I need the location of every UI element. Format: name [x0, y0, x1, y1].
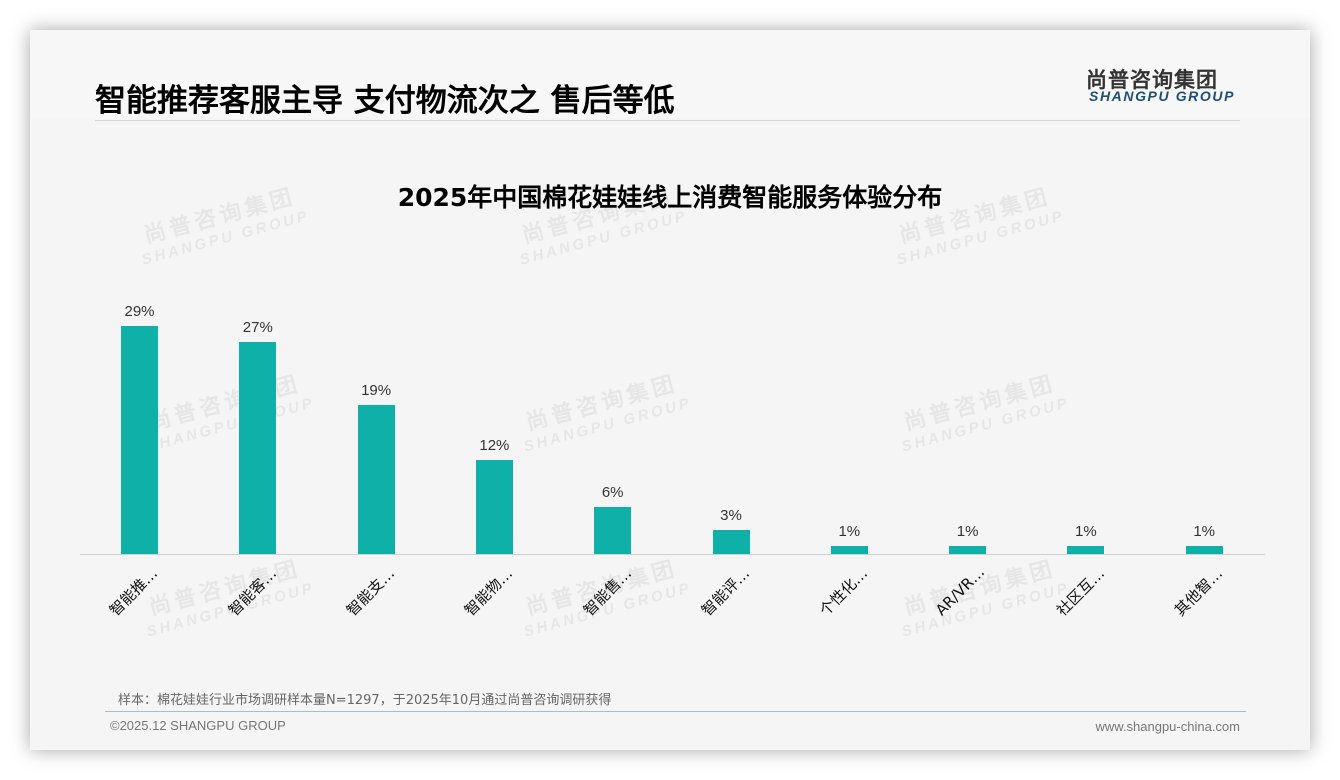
bar-value-label: 1%	[956, 523, 979, 541]
bar-chart: 29% 智能推… 27% 智能客… 19% 智能支… 12% 智能物… 6% 智能售… 3% 智能评……	[80, 270, 1265, 620]
website-link[interactable]: www.shangpu-china.com	[1095, 719, 1240, 734]
bar	[594, 506, 632, 554]
watermark: 尚普咨询集团 SHANGPU GROUP	[137, 548, 317, 640]
slide: 尚普咨询集团 SHANGPU GROUP 尚普咨询集团 SHANGPU GROU…	[30, 30, 1310, 750]
bar	[475, 459, 513, 554]
category-label: 其他智…	[1171, 564, 1227, 620]
page-title: 智能推荐客服主导 支付物流次之 售后等低	[95, 83, 675, 119]
bar-value-label: 12%	[479, 436, 510, 454]
bar-value-label: 27%	[242, 318, 273, 336]
bar-value-label: 6%	[601, 483, 624, 501]
category-label: 智能推…	[106, 564, 162, 620]
watermark-en: SHANGPU GROUP	[899, 579, 1072, 641]
bar	[830, 546, 868, 554]
header-divider	[95, 120, 1240, 121]
footer-divider	[105, 711, 1246, 712]
watermark-en: SHANGPU GROUP	[517, 207, 690, 269]
bar	[949, 546, 987, 554]
bar-value-label: 1%	[838, 523, 861, 541]
chart-title: 2025年中国棉花娃娃线上消费智能服务体验分布	[397, 183, 943, 212]
bar-value-label: 29%	[124, 303, 155, 320]
watermark-cn: 尚普咨询集团	[901, 556, 1059, 621]
bar	[1185, 546, 1223, 554]
watermark-cn: 尚普咨询集团	[146, 556, 304, 621]
bar-value-label: 1%	[1193, 523, 1216, 541]
category-label: 智能支…	[343, 564, 399, 620]
x-axis-line	[80, 554, 1265, 555]
watermark-en: SHANGPU GROUP	[139, 207, 312, 269]
sample-note: 样本：棉花娃娃行业市场调研样本量N=1297，于2025年10月通过尚普咨询调研…	[118, 693, 612, 708]
bar	[712, 530, 750, 554]
category-label: 个性化…	[816, 564, 872, 620]
bar	[239, 341, 277, 554]
logo-en: SHANGPU GROUP	[1089, 88, 1236, 104]
bar-value-label: 19%	[361, 381, 392, 399]
bar-value-label: 3%	[720, 507, 742, 525]
category-label: 智能售…	[579, 564, 635, 620]
copyright: ©2025.12 SHANGPU GROUP	[110, 718, 286, 733]
watermark: 尚普咨询集团 SHANGPU GROUP	[892, 548, 1072, 640]
bar	[357, 404, 395, 554]
category-label: AR/VR…	[932, 563, 989, 620]
category-label: 社区互…	[1052, 564, 1109, 620]
watermark-en: SHANGPU GROUP	[894, 207, 1067, 269]
header-band	[30, 30, 1310, 118]
category-label: 智能物…	[461, 564, 517, 620]
bar	[1067, 546, 1105, 554]
category-label: 智能评…	[697, 564, 754, 620]
bar	[121, 326, 158, 554]
logo-cn: 尚普咨询集团	[1086, 68, 1218, 92]
category-label: 智能客…	[224, 564, 280, 620]
bar-value-label: 1%	[1075, 523, 1097, 541]
